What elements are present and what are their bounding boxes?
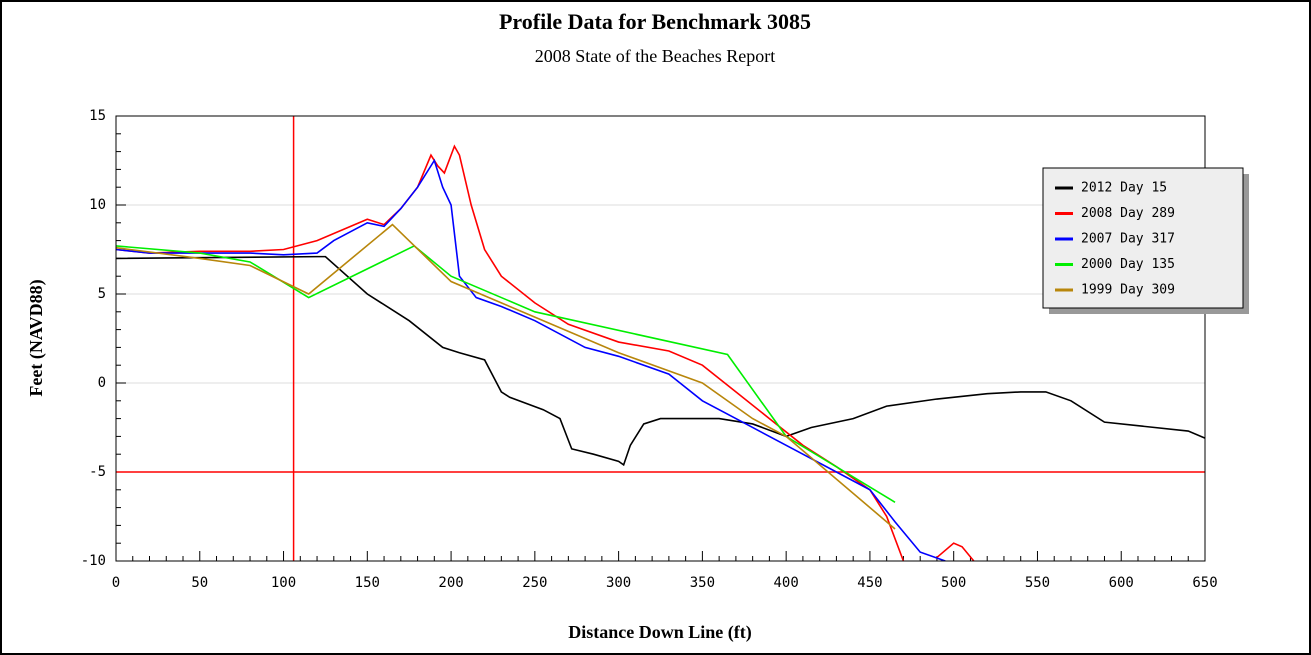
x-tick-label: 350 <box>690 575 715 591</box>
x-tick-label: 450 <box>857 575 882 591</box>
x-tick-label: 400 <box>774 575 799 591</box>
y-tick-label: -5 <box>89 464 106 480</box>
plot-area <box>116 116 1205 561</box>
series-line <box>116 244 896 503</box>
x-tick-label: 0 <box>112 575 120 591</box>
series-line <box>116 144 975 561</box>
legend-label: 2008 Day 289 <box>1081 206 1175 221</box>
y-tick-label: -10 <box>81 553 106 569</box>
x-tick-label: 500 <box>941 575 966 591</box>
x-tick-label: 650 <box>1192 575 1217 591</box>
chart-title: Profile Data for Benchmark 3085 <box>499 9 811 34</box>
legend-label: 2000 Day 135 <box>1081 257 1175 272</box>
y-tick-label: 15 <box>89 108 106 124</box>
series-line <box>116 223 896 530</box>
x-axis-label: Distance Down Line (ft) <box>568 622 751 643</box>
y-axis-label: Feet (NAVD88) <box>26 279 47 396</box>
x-tick-label: 150 <box>355 575 380 591</box>
y-tick-label: 0 <box>98 375 106 391</box>
x-tick-label: 550 <box>1025 575 1050 591</box>
x-tick-label: 100 <box>271 575 296 591</box>
x-tick-label: 250 <box>522 575 547 591</box>
series-line <box>116 255 1205 467</box>
x-tick-label: 300 <box>606 575 631 591</box>
plot-border <box>115 115 1206 562</box>
x-tick-label: 600 <box>1109 575 1134 591</box>
x-tick-label: 200 <box>438 575 463 591</box>
legend-label: 2012 Day 15 <box>1081 181 1167 196</box>
legend-label: 2007 Day 317 <box>1081 232 1175 247</box>
y-tick-label: 10 <box>89 197 106 213</box>
x-tick-label: 50 <box>191 575 208 591</box>
chart-subtitle: 2008 State of the Beaches Report <box>535 46 775 66</box>
legend <box>1042 167 1244 309</box>
legend-label: 1999 Day 309 <box>1081 283 1175 298</box>
y-tick-label: 5 <box>98 286 106 302</box>
series-line <box>116 158 946 561</box>
